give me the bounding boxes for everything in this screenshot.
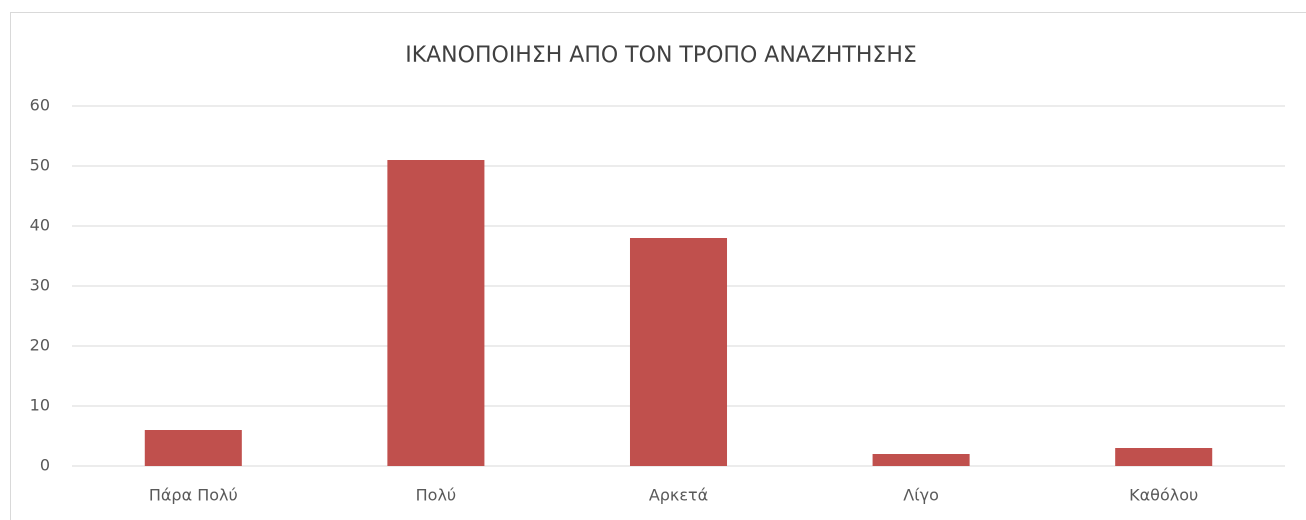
y-tick-label: 60 [30,96,50,115]
y-tick-label: 40 [30,216,50,235]
chart-title: ΙΚΑΝΟΠΟΙΗΣΗ ΑΠΟ ΤΟΝ ΤΡΟΠΟ ΑΝΑΖΗΤΗΣΗΣ [405,43,917,68]
x-tick-label: Καθόλου [1129,486,1198,505]
y-tick-label: 30 [30,276,50,295]
x-tick-label: Λίγο [903,486,939,505]
bar [872,454,970,466]
y-tick-label: 20 [30,336,50,355]
x-tick-label: Αρκετά [649,486,708,505]
y-tick-label: 10 [30,396,50,415]
y-tick-label: 0 [40,456,50,475]
x-tick-label: Πολύ [416,486,457,505]
bar [144,430,242,466]
bar [629,238,728,466]
x-tick-label: Πάρα Πολύ [149,486,238,505]
y-tick-label: 50 [30,156,50,175]
bar [387,160,485,466]
bar [1115,448,1213,466]
